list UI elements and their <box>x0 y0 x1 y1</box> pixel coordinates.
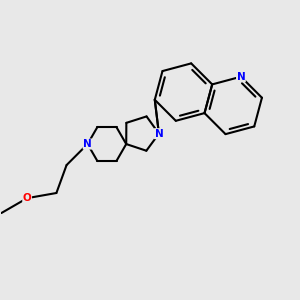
Text: N: N <box>154 129 163 139</box>
Text: N: N <box>83 139 92 149</box>
Text: O: O <box>23 193 32 203</box>
Text: N: N <box>236 72 245 82</box>
